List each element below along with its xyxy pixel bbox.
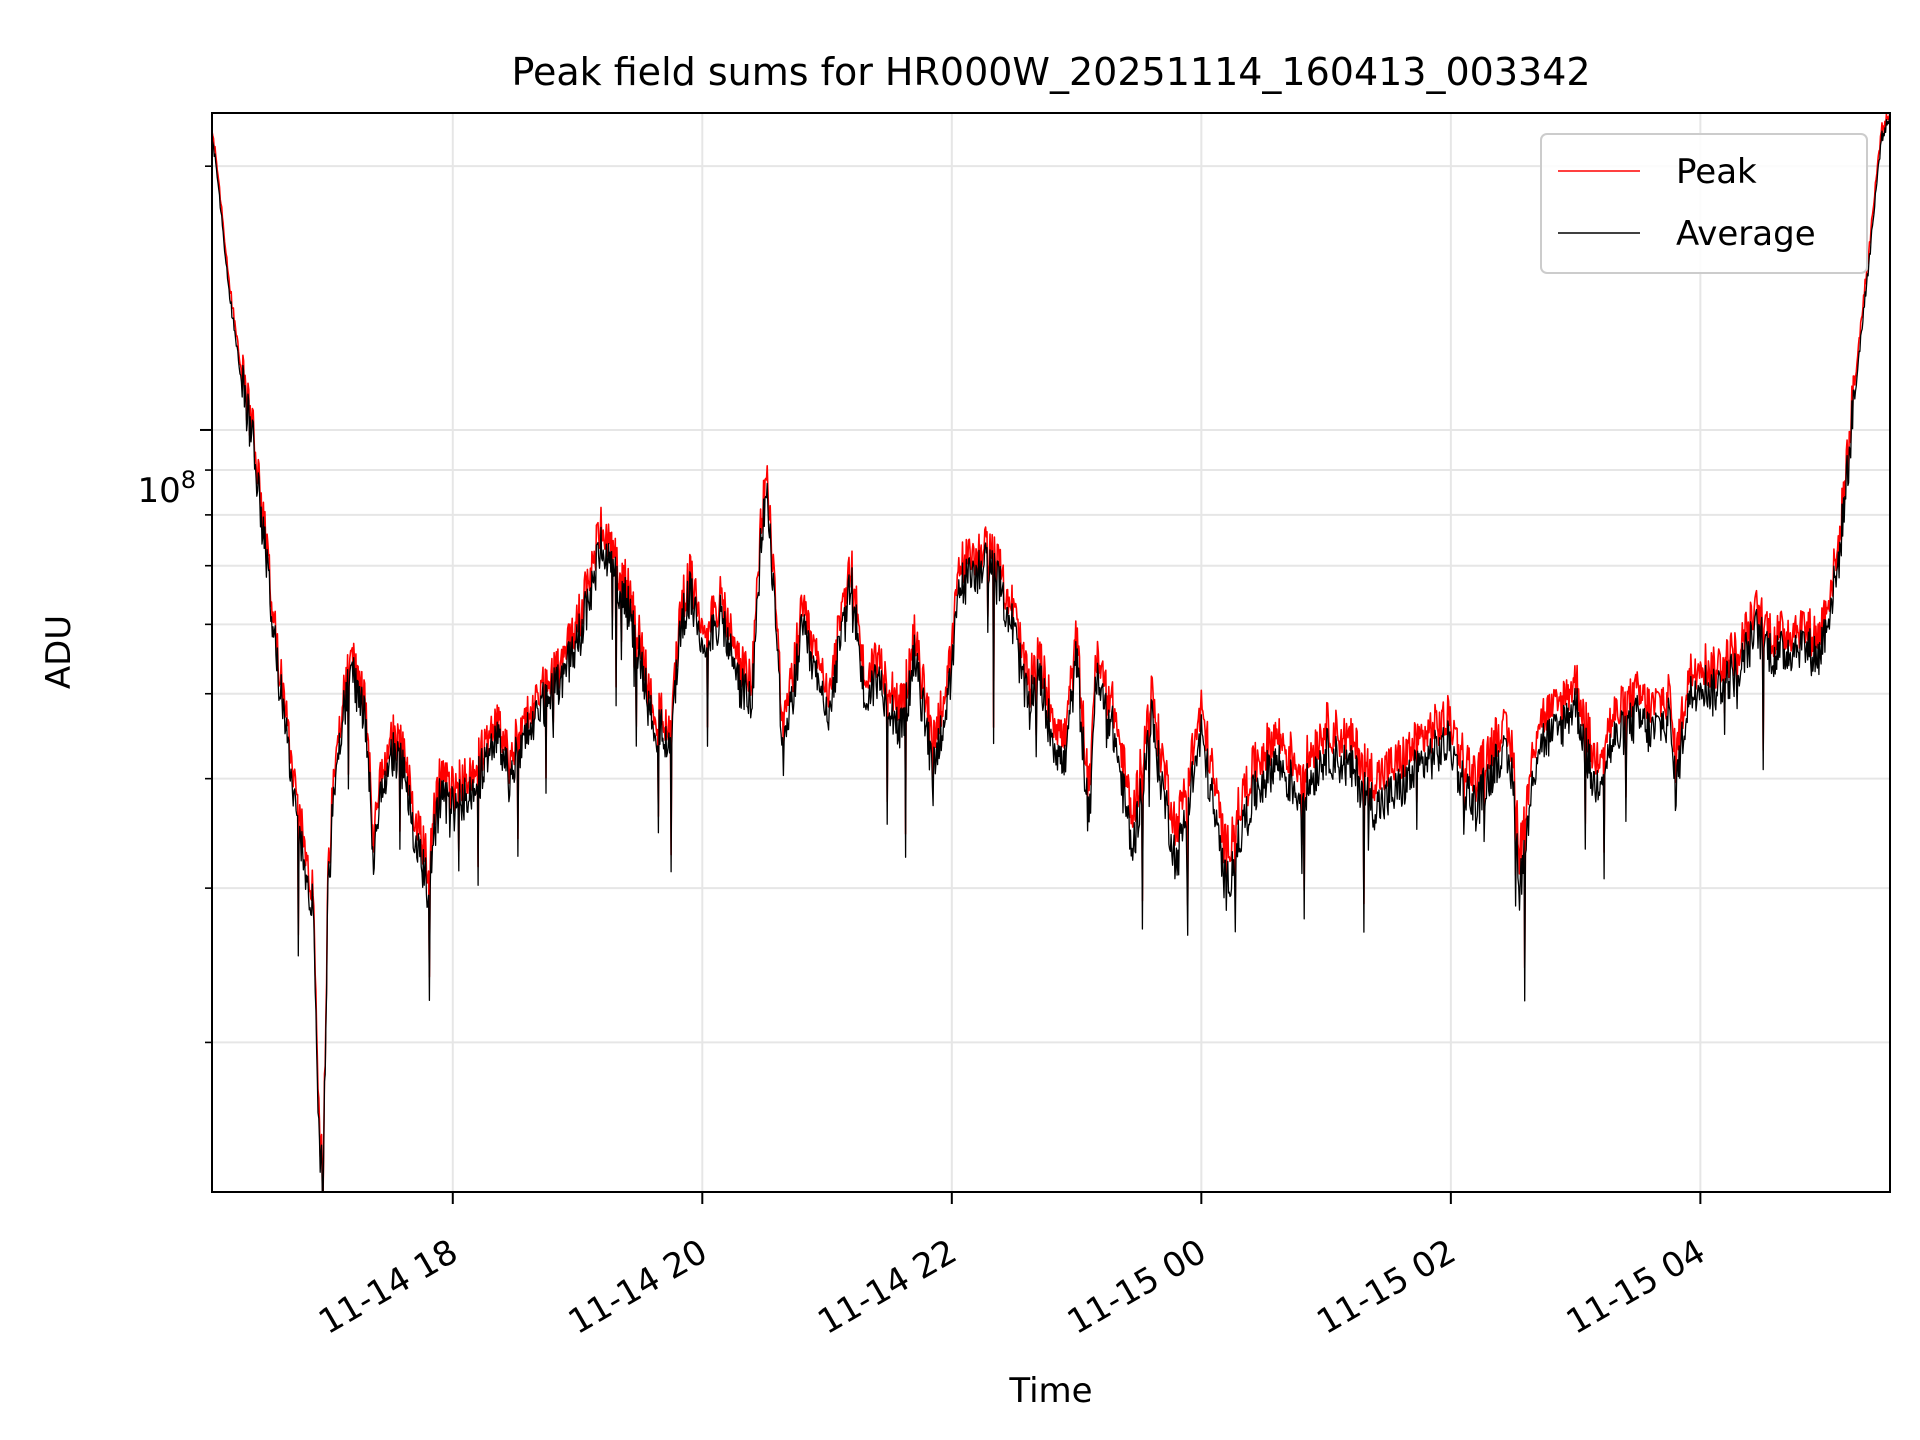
series-line-average <box>212 116 1890 1192</box>
series-line-peak <box>212 113 1890 1192</box>
grid-lines <box>212 113 1890 1192</box>
legend-label-peak: Peak <box>1676 152 1757 192</box>
chart-title: Peak field sums for HR000W_20251114_1604… <box>511 50 1590 94</box>
plot-frame <box>211 112 1891 1193</box>
legend-box <box>1540 133 1868 274</box>
series-layer <box>212 113 1890 1192</box>
y-axis-label: ADU <box>39 615 79 689</box>
legend-label-average: Average <box>1676 214 1816 254</box>
y-tick-label-1e8: 108 <box>137 466 196 511</box>
x-axis-label: Time <box>1008 1371 1092 1411</box>
legend: Peak Average <box>1540 133 1868 274</box>
